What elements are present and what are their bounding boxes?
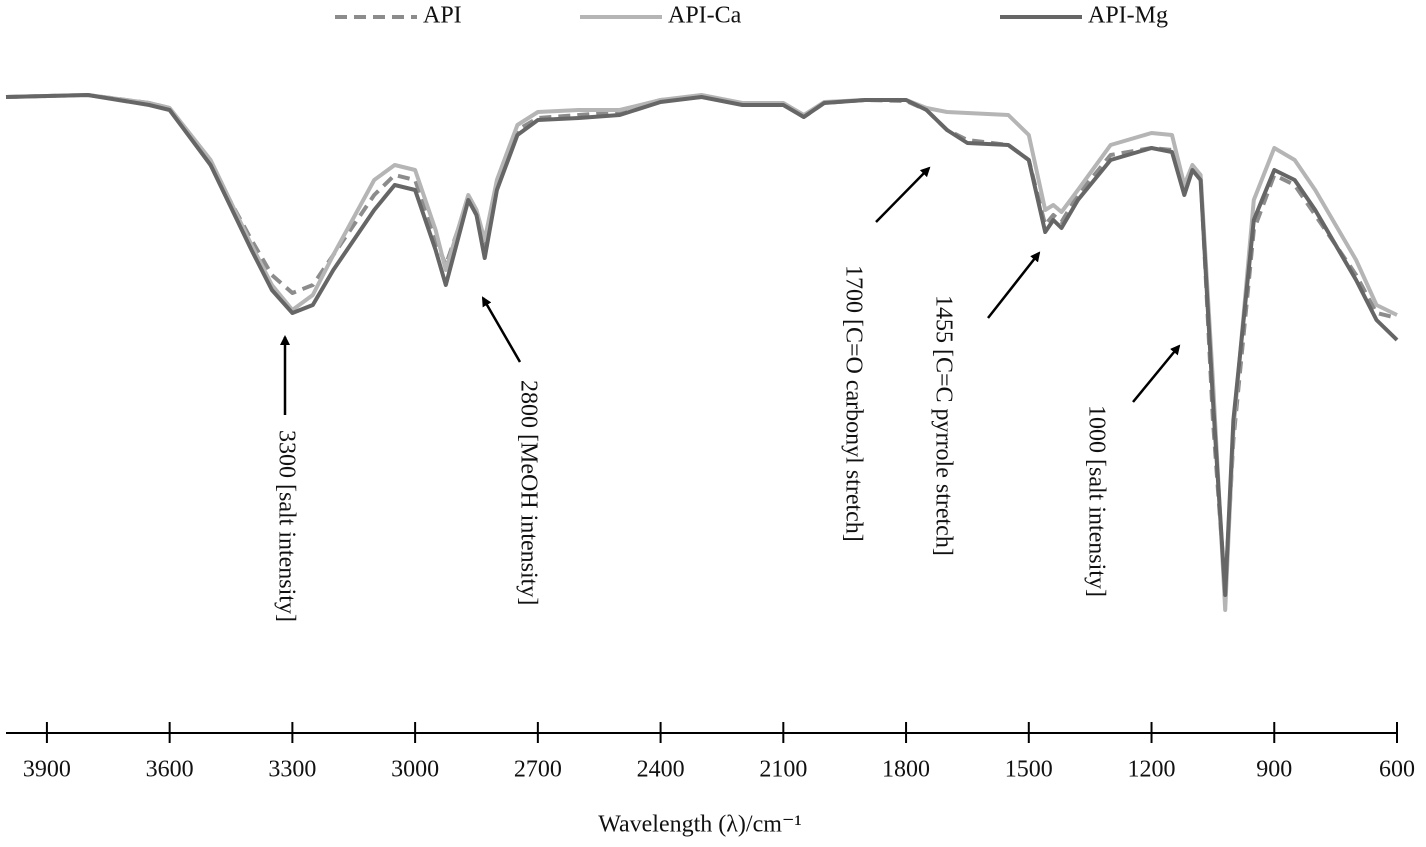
x-tick-label: 1500 [1005,757,1053,783]
arrow [875,166,931,223]
annotation: 1700 [C=O carbonyl stretch] [840,265,866,542]
annotation: 1000 [salt intensity] [1083,405,1109,597]
x-tick-label: 3600 [146,757,194,783]
legend-label: API-Ca [668,3,742,29]
x-tick-label: 1800 [882,757,930,783]
annotation: 2800 [MeOH intensity] [515,380,541,605]
x-tick-label: 2700 [514,757,562,783]
x-tick-label: 600 [1379,757,1415,783]
x-tick-label: 3000 [391,757,439,783]
arrows [280,166,1181,415]
series-line [5,93,1399,597]
annotation: 1455 [C=C pyrrole stretch] [930,295,956,556]
arrow [481,296,522,363]
x-tick-label: 3300 [268,757,316,783]
x-tick-label: 900 [1256,757,1292,783]
x-tick-label: 2100 [759,757,807,783]
arrow [987,251,1041,319]
arrow [1132,344,1181,403]
x-tick-label: 3900 [23,757,71,783]
x-tick-label: 2400 [637,757,685,783]
legend-label: API [423,3,462,29]
annotation: 3300 [salt intensity] [273,430,299,622]
x-tick-label: 1200 [1128,757,1176,783]
x-axis-label: Wavelength (λ)/cm⁻¹ [598,812,802,838]
legend-label: API-Mg [1088,3,1168,29]
